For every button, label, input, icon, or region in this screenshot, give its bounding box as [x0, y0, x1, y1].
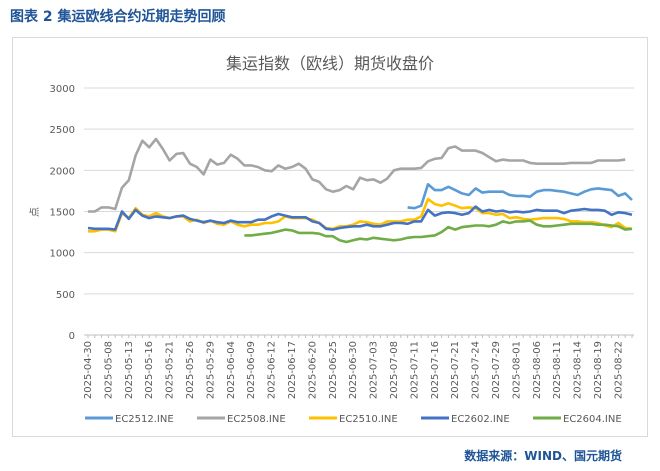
x-tick-label: 2025-06-25 — [328, 341, 339, 399]
series-line-ec2602-ine — [87, 205, 633, 231]
x-tick-label: 2025-07-08 — [389, 341, 400, 399]
data-source: 数据来源：WIND、国元期货 — [464, 449, 622, 463]
x-tick-label: 2025-08-19 — [593, 341, 604, 399]
figure-heading: 图表 2 集运欧线合约近期走势回顾 — [10, 9, 226, 25]
legend-label: EC2602.INE — [451, 414, 510, 425]
x-tick-label: 2025-08-14 — [573, 341, 584, 399]
x-tick-label: 2025-05-29 — [205, 341, 216, 399]
legend-label: EC2512.INE — [115, 414, 174, 425]
x-tick-label: 2025-06-09 — [246, 341, 257, 399]
x-tick-label: 2025-07-03 — [369, 341, 380, 399]
series-line-ec2604-ine — [244, 219, 633, 244]
x-tick-label: 2025-04-30 — [83, 341, 94, 399]
x-tick-label: 2025-05-16 — [144, 341, 155, 399]
x-tick-label: 2025-05-26 — [185, 341, 196, 399]
y-axis-label: 点 — [29, 207, 41, 217]
legend-label: EC2604.INE — [563, 414, 622, 425]
x-tick-label: 2025-08-11 — [552, 341, 563, 399]
y-tick-label: 3000 — [50, 84, 75, 95]
x-tick-label: 2025-07-24 — [471, 341, 482, 399]
x-tick-label: 2025-05-08 — [103, 341, 114, 399]
x-tick-label: 2025-06-12 — [267, 341, 278, 399]
y-tick-label: 500 — [56, 290, 75, 301]
x-tick-label: 2025-06-20 — [307, 341, 318, 399]
x-tick-label: 2025-08-06 — [532, 341, 543, 399]
y-tick-label: 0 — [69, 331, 75, 342]
legend-label: EC2508.INE — [227, 414, 286, 425]
x-tick-label: 2025-08-22 — [613, 341, 624, 399]
x-tick-label: 2025-06-17 — [287, 341, 298, 399]
x-tick-label: 2025-07-16 — [430, 341, 441, 399]
chart-title: 集运指数（欧线）期货收盘价 — [225, 54, 434, 73]
x-tick-label: 2025-07-11 — [409, 341, 420, 399]
y-tick-label: 1000 — [50, 249, 75, 260]
x-tick-label: 2025-07-21 — [450, 341, 461, 399]
x-tick-label: 2025-06-30 — [348, 341, 359, 399]
y-tick-label: 2000 — [50, 166, 75, 177]
series-line-ec2508-ine — [88, 137, 626, 213]
legend-label: EC2510.INE — [339, 414, 398, 425]
x-tick-label: 2025-06-04 — [226, 341, 237, 399]
x-tick-label: 2025-07-29 — [491, 341, 502, 399]
chart-frame — [12, 37, 648, 437]
x-tick-label: 2025-08-01 — [511, 341, 522, 399]
y-tick-label: 2500 — [50, 125, 75, 136]
series-line-ec2512-ine — [407, 183, 633, 210]
x-tick-label: 2025-05-21 — [165, 341, 176, 399]
x-tick-label: 2025-05-13 — [124, 341, 135, 399]
y-tick-label: 1500 — [50, 208, 75, 219]
